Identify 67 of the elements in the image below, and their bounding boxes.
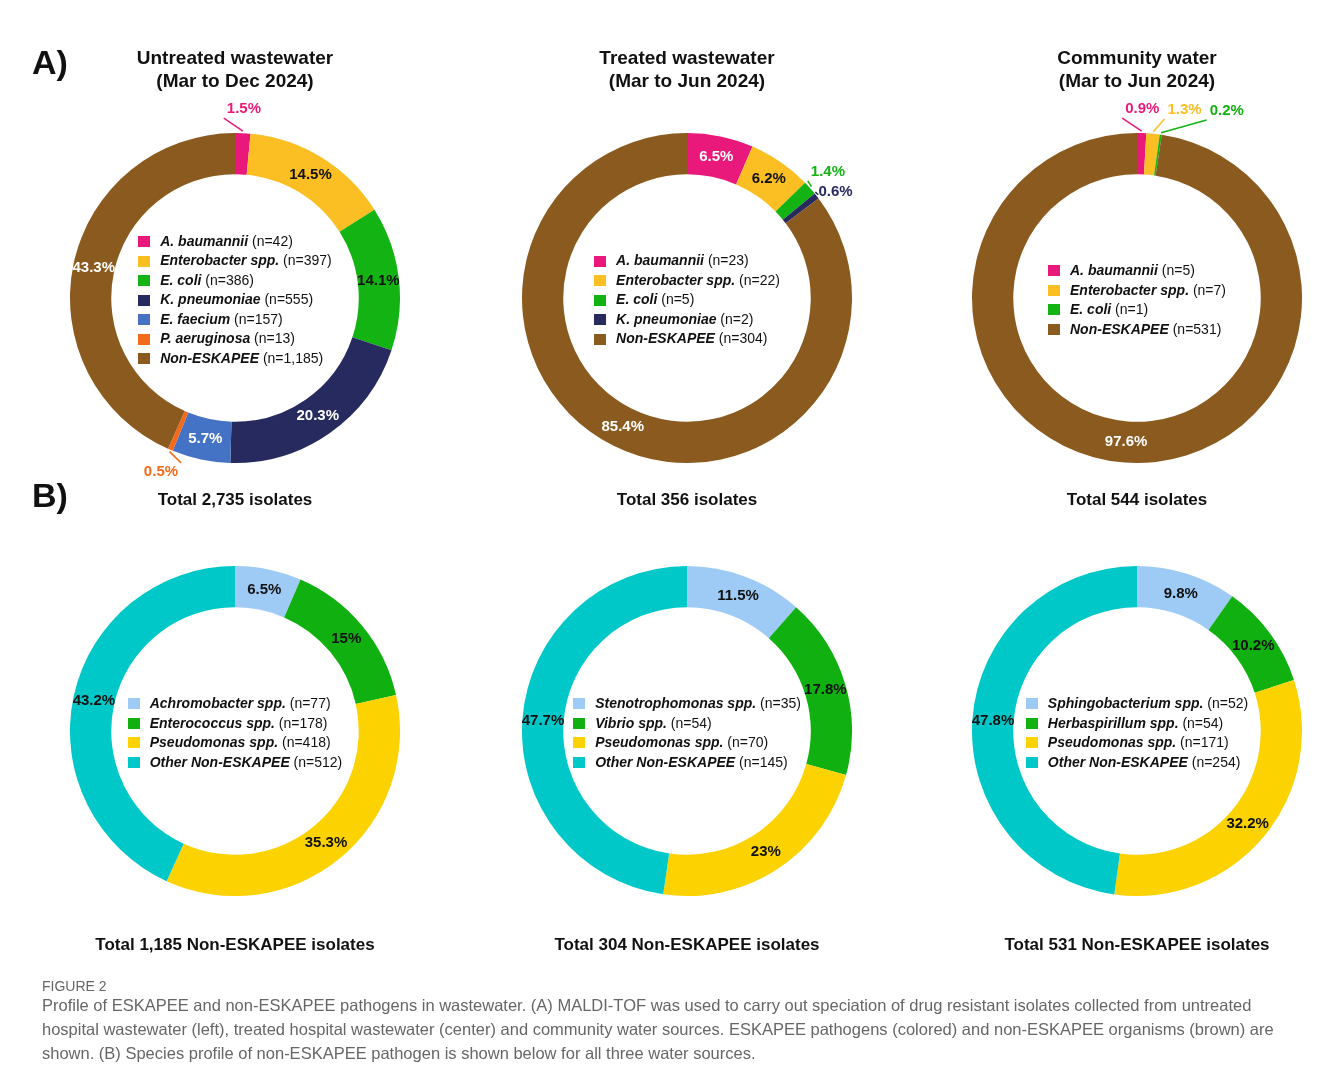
- data-label: 10.2%: [1231, 635, 1275, 653]
- text: Total 1,185 Non-ESKAPEE isolates: [94, 935, 376, 955]
- legend-label: Other Non-ESKAPEE (n=254): [1047, 752, 1241, 772]
- data-label: 0.6%: [818, 182, 853, 200]
- legend-label: Non-ESKAPEE (n=304): [616, 329, 768, 349]
- text: Total 304 Non-ESKAPEE isolates: [553, 935, 821, 955]
- legend-label: Achromobacter spp. (n=77): [149, 694, 331, 713]
- data-label: 6.2%: [751, 169, 786, 187]
- legend-label: E. coli (n=5): [616, 290, 695, 310]
- data-label: 1.5%: [226, 99, 262, 117]
- chart-title: Untreated wastewater (Mar to Dec 2024): [136, 47, 334, 91]
- data-label: 15%: [331, 629, 362, 647]
- data-label: 6.5%: [247, 579, 282, 597]
- text: Total 2,735 isolates: [157, 490, 313, 509]
- text: A): [32, 43, 68, 82]
- legend-label: Herbaspirillum spp. (n=54): [1047, 713, 1224, 733]
- legend-label: Non-ESKAPEE (n=1,185): [160, 348, 324, 368]
- data-label: 14.5%: [289, 165, 332, 183]
- chart-title: Treated wastewater (Mar to Jun 2024): [598, 46, 776, 92]
- data-label: 32.2%: [1226, 813, 1269, 831]
- legend-label: K. pneumoniae (n=2): [616, 309, 754, 329]
- legend-label: Sphingobacterium spp. (n=52): [1047, 694, 1249, 713]
- legend-label: Pseudomonas spp. (n=418): [149, 733, 331, 752]
- data-label: 47.7%: [521, 710, 565, 728]
- data-label: 20.3%: [296, 406, 339, 424]
- legend-label: Other Non-ESKAPEE (n=512): [149, 752, 343, 772]
- data-label: 17.8%: [804, 679, 847, 697]
- data-label: 5.7%: [188, 429, 223, 447]
- legend-label: A. baumannii (n=42): [160, 231, 293, 251]
- caption: FIGURE 2: [42, 978, 107, 994]
- legend-label: E. coli (n=1): [1070, 300, 1149, 319]
- legend-label: A. baumannii (n=23): [616, 251, 749, 271]
- data-label: 97.6%: [1104, 432, 1148, 450]
- text: B): [32, 476, 68, 515]
- legend-label: A. baumannii (n=5): [1070, 261, 1195, 280]
- legend-label: Non-ESKAPEE (n=531): [1070, 319, 1222, 339]
- legend-label: Stenotrophomonas spp. (n=35): [595, 694, 801, 713]
- data-label: 85.4%: [601, 417, 644, 435]
- legend-label: Enterobacter spp. (n=22): [616, 270, 780, 290]
- legend-label: E. coli (n=386): [160, 270, 254, 290]
- legend-label: K. pneumoniae (n=555): [160, 290, 314, 310]
- legend-label: Pseudomonas spp. (n=171): [1047, 733, 1229, 752]
- legend-label: E. faecium (n=157): [160, 309, 283, 329]
- legend-label: Vibrio spp. (n=54): [595, 713, 712, 733]
- data-label: 11.5%: [717, 586, 759, 604]
- text: Profile of ESKAPEE and non-ESKAPEE pathogens in wastewater. (A) MALDI-TOF was used to carry out speciation of drug resistant isolates collected from untreated hospital wastewater (left), treated hospital wastewater (center) and community water sources. ESKAPEE pathogens (colored) and non-ESKAPEE organisms (brown) are shown. (B) Species profile of non-ESKAPEE pathogen is shown below for all three water sources.: [42, 995, 1275, 1064]
- legend-label: Enterobacter spp. (n=7): [1070, 280, 1226, 300]
- legend-label: P. aeruginosa (n=13): [160, 329, 295, 349]
- data-label: 6.5%: [699, 146, 734, 164]
- data-label: 1.4%: [810, 162, 845, 180]
- data-label: 47.8%: [971, 711, 1015, 729]
- data-label: 35.3%: [304, 833, 348, 851]
- chart-title: Community water (Mar to Jun 2024): [1056, 46, 1218, 92]
- data-label: 0.5%: [143, 462, 179, 480]
- legend-label: Enterobacter spp. (n=397): [160, 251, 332, 271]
- data-label: 1.3%: [1167, 100, 1202, 118]
- legend-label: Enterococcus spp. (n=178): [149, 713, 328, 733]
- data-label: 43.2%: [72, 690, 116, 708]
- text: Total 531 Non-ESKAPEE isolates: [1003, 935, 1271, 955]
- data-label: 23%: [750, 842, 781, 860]
- data-label: 9.8%: [1163, 583, 1198, 601]
- data-label: 0.2%: [1209, 101, 1244, 119]
- legend-label: Pseudomonas spp. (n=70): [595, 733, 769, 752]
- data-label: 0.9%: [1125, 99, 1160, 117]
- legend-label: Other Non-ESKAPEE (n=145): [595, 752, 788, 772]
- text: Total 544 isolates: [1065, 490, 1209, 510]
- text: Total 356 isolates: [615, 490, 759, 510]
